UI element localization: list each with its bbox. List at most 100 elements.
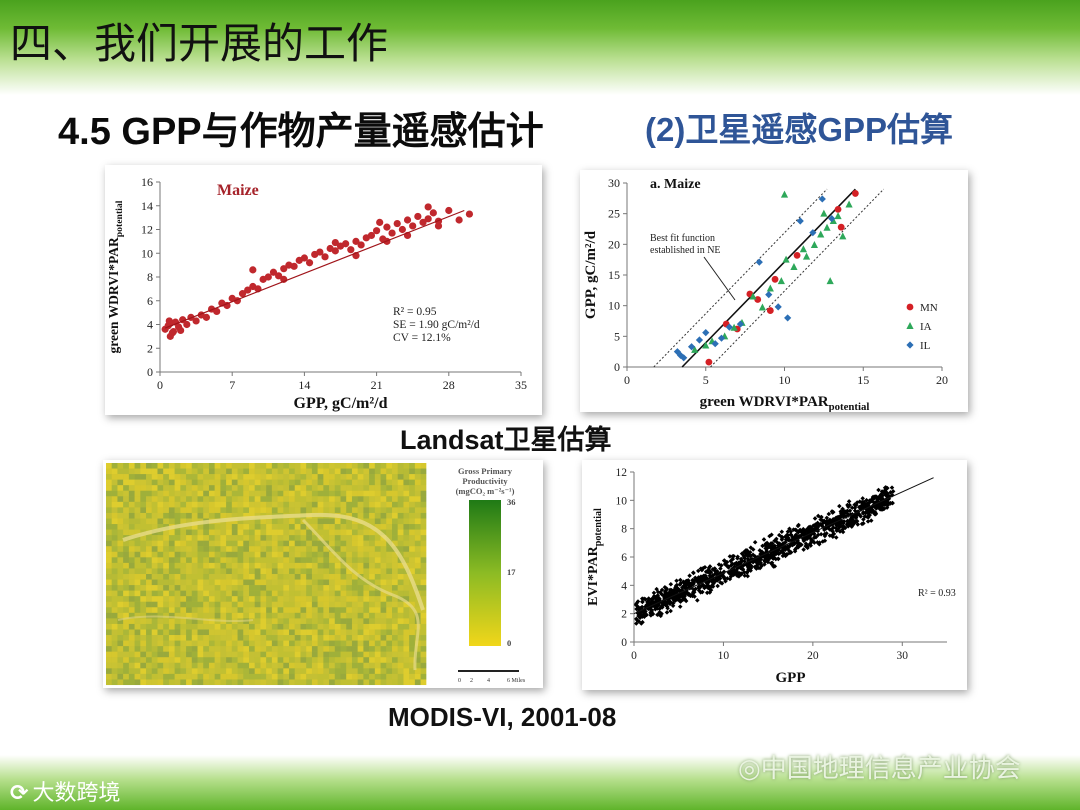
map-cell	[243, 673, 250, 680]
map-cell	[123, 623, 129, 630]
map-cell	[334, 579, 341, 586]
map-cell	[266, 596, 272, 602]
map-cell	[414, 512, 421, 519]
point-ia	[766, 284, 774, 292]
map-cell	[191, 479, 198, 486]
map-cell	[111, 673, 118, 680]
map-cell	[197, 540, 204, 547]
map-cell	[180, 579, 187, 586]
map-cell	[386, 657, 393, 663]
map-cell	[151, 524, 158, 530]
map-cell	[168, 518, 175, 525]
map-cell	[106, 540, 112, 547]
map-cell	[191, 618, 198, 624]
map-cell	[403, 640, 410, 647]
map-cell	[226, 479, 232, 486]
map-cell	[226, 551, 232, 558]
map-cell	[409, 463, 415, 469]
map-cell	[106, 490, 112, 497]
map-cell	[392, 673, 398, 680]
map-cell	[289, 540, 295, 547]
map-cell	[386, 524, 393, 530]
annotation-label: Best fit function	[650, 233, 715, 244]
point-cloud-group	[633, 485, 896, 626]
data-point	[636, 619, 642, 624]
x-tick-label: 21	[371, 378, 383, 392]
map-cell	[409, 601, 415, 608]
map-cell	[300, 463, 307, 469]
map-cell	[357, 646, 364, 652]
map-cell	[140, 546, 147, 552]
map-cell	[220, 646, 227, 652]
map-cell	[317, 657, 324, 663]
map-cell	[140, 623, 147, 630]
map-cell	[266, 540, 272, 547]
scale-bar-label: 0	[458, 678, 461, 684]
map-cell	[134, 512, 141, 519]
map-cell	[340, 651, 347, 658]
map-cell	[266, 679, 272, 686]
map-cell	[231, 474, 238, 480]
map-cell	[117, 601, 124, 608]
map-cell	[174, 618, 181, 624]
map-cell	[260, 463, 267, 469]
map-cell	[346, 673, 353, 680]
map-cell	[231, 662, 238, 669]
maize-point	[393, 219, 401, 228]
map-cell	[106, 646, 112, 652]
map-cell	[311, 668, 318, 674]
map-cell	[317, 640, 324, 647]
map-cell	[226, 524, 232, 530]
map-cell	[106, 668, 112, 674]
map-cell	[271, 623, 278, 630]
map-cell	[374, 562, 381, 569]
map-cell	[363, 640, 370, 647]
map-cell	[214, 640, 221, 647]
map-cell	[386, 612, 393, 619]
map-cell	[329, 668, 335, 674]
map-cell	[111, 679, 118, 686]
map-cell	[357, 662, 364, 669]
map-cell	[208, 568, 215, 575]
map-cell	[351, 474, 358, 480]
map-cell	[277, 535, 284, 541]
maize-point	[342, 240, 350, 248]
modis-gpp-map-panel: Gross Primary Productivity (mgCO₂ m⁻²s⁻¹) 3…	[103, 460, 543, 688]
map-cell	[140, 490, 147, 497]
map-cell	[243, 574, 250, 580]
map-cell	[163, 496, 169, 502]
map-cell	[271, 507, 278, 513]
map-cell	[363, 618, 370, 624]
map-cell	[317, 540, 324, 547]
map-cell	[134, 657, 141, 663]
point-mn	[771, 275, 779, 283]
map-cell	[300, 490, 307, 497]
map-cell	[111, 557, 118, 563]
map-cell	[260, 623, 267, 630]
map-cell	[249, 535, 255, 541]
map-cell	[151, 590, 158, 597]
map-cell	[374, 635, 381, 641]
map-cell	[357, 490, 364, 497]
map-cell	[163, 468, 169, 475]
point-il	[702, 329, 710, 337]
map-cell	[380, 585, 387, 591]
data-point	[847, 508, 853, 514]
map-cell	[357, 668, 364, 674]
map-cell	[226, 651, 232, 658]
map-cell	[203, 612, 210, 619]
map-cell	[311, 551, 318, 558]
map-cell	[334, 679, 341, 686]
map-cell	[157, 568, 164, 575]
map-cell	[220, 507, 227, 513]
map-cell	[134, 524, 141, 530]
point-ia	[817, 230, 825, 238]
map-cell	[249, 540, 255, 547]
map-cell	[214, 512, 221, 519]
map-cell	[214, 557, 221, 563]
map-cell	[254, 496, 261, 502]
map-cell	[409, 612, 415, 619]
map-cell	[386, 579, 393, 586]
map-cell	[334, 618, 341, 624]
maize-point	[269, 268, 278, 276]
